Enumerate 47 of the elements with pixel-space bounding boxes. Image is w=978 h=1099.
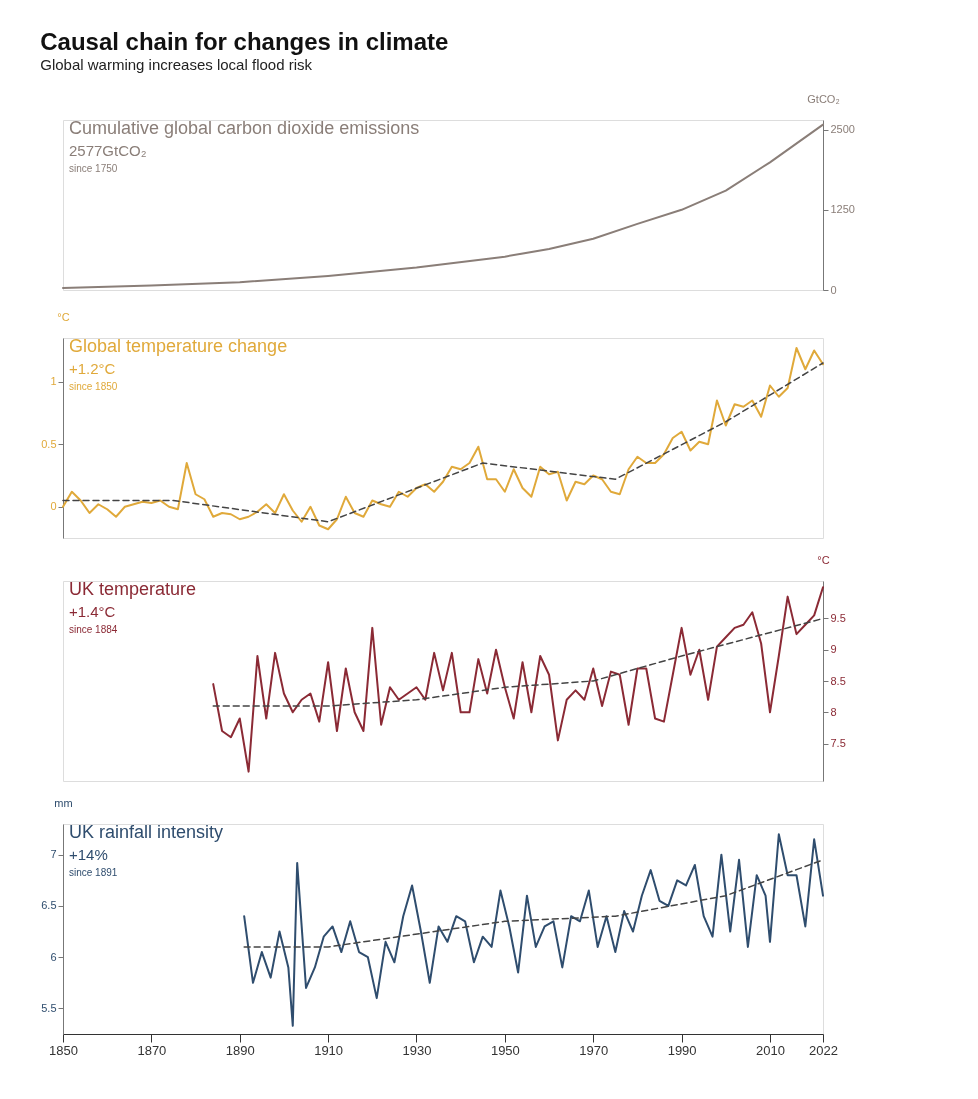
y-tick-label: 6.5 <box>41 899 57 912</box>
y2-axis-title: GtCO₂ <box>807 92 840 105</box>
x-tick-label: 1890 <box>225 1042 255 1058</box>
chart-subtitle: Global warming increases local flood risk <box>40 55 313 73</box>
x-tick-label: 1850 <box>49 1042 78 1058</box>
x-tick-label: 1870 <box>137 1042 167 1058</box>
line-series <box>243 833 824 1027</box>
y-tick-label: 6 <box>50 950 57 963</box>
y2-axis-title: °C <box>817 553 830 566</box>
y-tick-label: 0.5 <box>41 437 57 450</box>
y-tick-label: 5.5 <box>41 1001 57 1014</box>
y-axis-title: °C <box>57 310 70 323</box>
annotation: +14% <box>69 846 108 863</box>
text: Cumulative global carbon dioxide emissions <box>69 118 420 138</box>
y2-tick-label: 9.5 <box>830 612 846 624</box>
text: UK rainfall intensity <box>69 822 224 842</box>
annotation: since 1750 <box>69 163 118 174</box>
y-tick-label: 1 <box>50 375 57 388</box>
y-tick-label: 7 <box>50 848 57 861</box>
annotation: +1.4°C <box>69 603 116 620</box>
annotation: +1.2°C <box>69 360 116 377</box>
x-tick-label: 2022 <box>809 1042 838 1058</box>
x-tick-label: 1930 <box>402 1042 432 1058</box>
line-series <box>212 586 824 773</box>
text: UK temperature <box>69 579 197 599</box>
x-tick-label: 1970 <box>579 1042 609 1058</box>
y-tick-label: 0 <box>50 500 57 513</box>
annotation: since 1891 <box>69 867 118 878</box>
y2-tick-label: 0 <box>830 283 837 296</box>
x-tick-label: 1950 <box>490 1042 520 1058</box>
y2-tick-label: 9 <box>830 643 837 656</box>
line-series <box>243 859 824 948</box>
y2-tick-label: 8.5 <box>830 674 846 687</box>
line-series <box>62 123 824 290</box>
annotation: 2577GtCO₂ <box>69 142 147 159</box>
y2-tick-label: 2500 <box>830 123 855 136</box>
y2-tick-label: 8 <box>830 705 837 718</box>
annotation: since 1850 <box>69 381 118 392</box>
x-tick-label: 2010 <box>756 1042 785 1058</box>
chart-title: Causal chain for changes in climate <box>40 27 449 55</box>
annotation: since 1884 <box>69 624 118 635</box>
x-tick-label: 1910 <box>314 1042 344 1058</box>
y2-tick-label: 7.5 <box>830 737 846 749</box>
y-axis-title: mm <box>54 796 73 809</box>
y2-tick-label: 1250 <box>830 203 855 216</box>
text: Global temperature change <box>69 336 288 356</box>
x-tick-label: 1990 <box>667 1042 697 1058</box>
